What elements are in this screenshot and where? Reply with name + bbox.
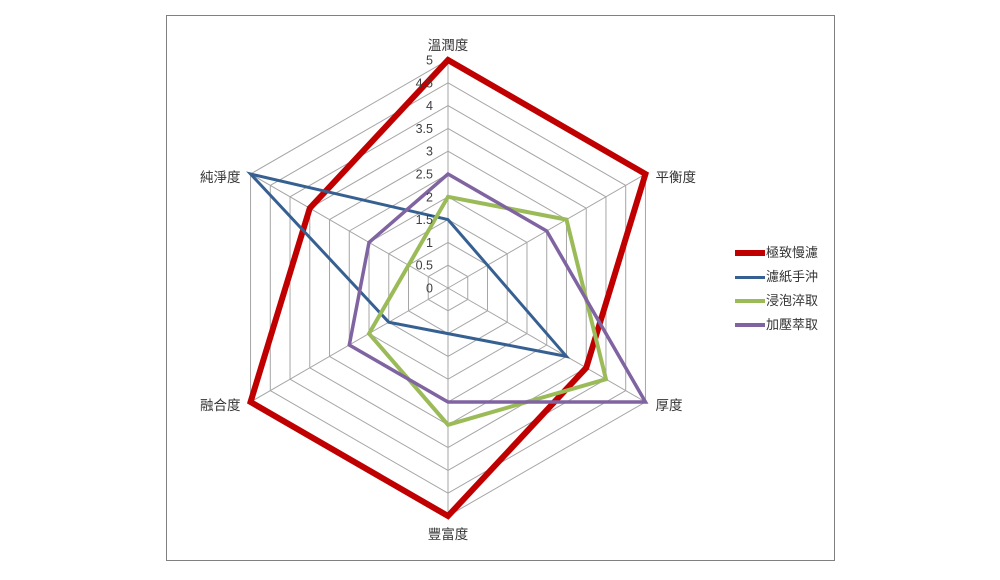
legend-label-0: 極致慢濾: [766, 245, 819, 260]
legend-label-1: 濾紙手沖: [766, 269, 819, 284]
category-label-4: 融合度: [200, 398, 241, 413]
series-polygon-2: [366, 194, 609, 428]
legend: 極致慢濾 濾紙手沖 浸泡淬取 加壓萃取: [735, 241, 818, 337]
axis-tick-label: 5: [426, 54, 433, 68]
category-label-2: 厚度: [655, 398, 682, 413]
radar-grid-ring: [388, 219, 508, 357]
axis-tick-label: 0.5: [416, 259, 433, 273]
series-polygon-0: [246, 56, 650, 520]
axis-tick-label: 3.5: [416, 122, 433, 136]
axis-tick-label: 2.5: [416, 168, 433, 182]
axis-tick-label: 4: [426, 99, 433, 113]
legend-label-3: 加壓萃取: [766, 317, 819, 332]
legend-item-1: 濾紙手沖: [735, 265, 818, 289]
axis-tick-label: 0: [426, 282, 433, 296]
legend-item-2: 浸泡淬取: [735, 289, 818, 313]
legend-label-2: 浸泡淬取: [766, 293, 819, 308]
category-label-3: 豐富度: [428, 526, 469, 542]
radar-grid-ring: [427, 264, 469, 312]
legend-item-3: 加壓萃取: [735, 313, 818, 337]
axis-tick-label: 4.5: [416, 76, 433, 90]
category-label-5: 純淨度: [200, 170, 241, 185]
series-polygon-3: [347, 171, 649, 404]
axis-tick-label: 3: [426, 145, 433, 159]
chart-frame: [166, 15, 835, 561]
legend-swatch-1: [735, 275, 765, 279]
radar-grid-ring: [289, 105, 607, 471]
axis-tick-label: 1: [426, 236, 433, 250]
axis-tick-label: 2: [426, 190, 433, 204]
series-polygon-1: [246, 171, 571, 359]
category-label-0: 溫潤度: [428, 38, 469, 53]
radar-grid-ring: [269, 82, 627, 494]
legend-swatch-3: [735, 323, 765, 327]
legend-item-0: 極致慢濾: [735, 241, 818, 265]
legend-swatch-0: [735, 250, 765, 256]
legend-swatch-2: [735, 299, 765, 303]
category-label-1: 平衡度: [655, 170, 696, 185]
axis-tick-label: 1.5: [416, 213, 433, 227]
